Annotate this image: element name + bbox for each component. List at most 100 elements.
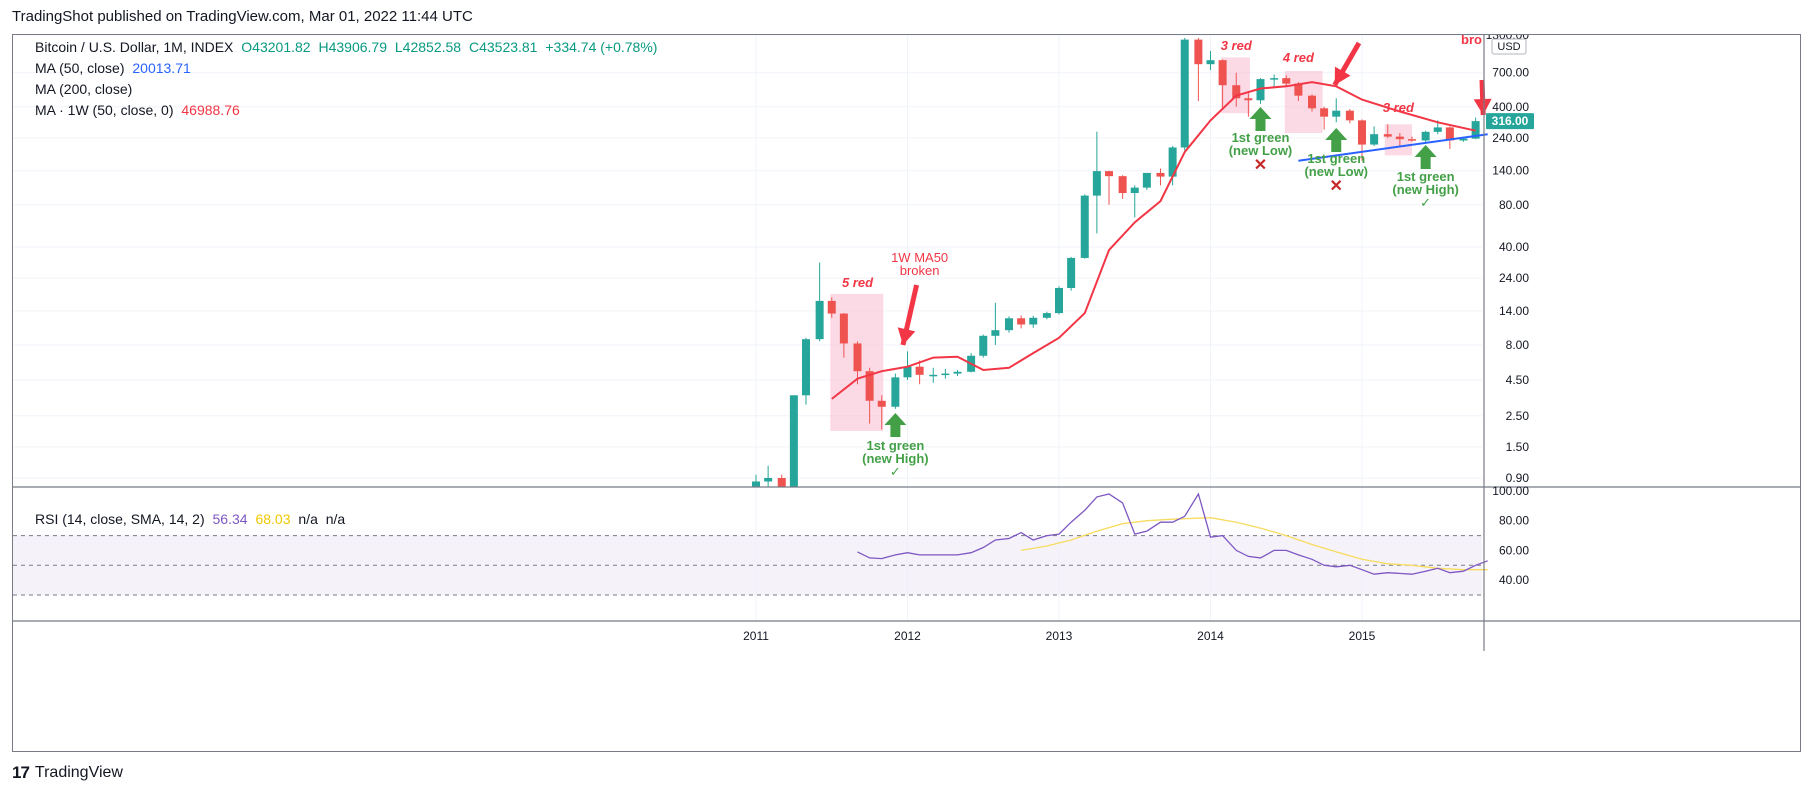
candle-body bbox=[991, 330, 1000, 336]
ma-broken-label-2: broken bbox=[900, 263, 940, 278]
time-tick-label: 2012 bbox=[894, 629, 921, 643]
time-tick-label: 2011 bbox=[743, 629, 769, 643]
first-green-low-b-label-2: (new Low) bbox=[1304, 164, 1368, 179]
legend-ma200-label: MA (200, close) bbox=[35, 81, 133, 97]
candle-up bbox=[1168, 146, 1177, 186]
candle-down bbox=[1118, 175, 1127, 199]
candle-body bbox=[1244, 98, 1253, 101]
candle-body bbox=[1383, 134, 1392, 137]
candle-body bbox=[1459, 138, 1468, 141]
candle-down bbox=[853, 341, 862, 385]
legend-ma50-label: MA (50, close) bbox=[35, 60, 125, 76]
candle-down bbox=[1194, 37, 1203, 101]
candle-body bbox=[1092, 171, 1101, 196]
candle-up bbox=[891, 373, 900, 409]
legend-ma50-value: 20013.71 bbox=[132, 60, 191, 76]
candle-up bbox=[801, 337, 810, 405]
candle-body bbox=[1370, 134, 1379, 145]
price-tick-label: 2.50 bbox=[1506, 409, 1530, 423]
rsi-pane bbox=[13, 492, 1488, 596]
candle-up bbox=[1067, 256, 1076, 291]
candle-up bbox=[752, 474, 760, 487]
legend-rsi-value: 56.34 bbox=[212, 511, 248, 527]
candle-body bbox=[1421, 131, 1430, 141]
price-tick-label: 4.50 bbox=[1506, 373, 1530, 387]
green-arrow-2014a bbox=[1249, 107, 1272, 131]
candle-body bbox=[1294, 83, 1303, 96]
price-tick-label: 400.00 bbox=[1492, 100, 1529, 114]
candle-body bbox=[1042, 313, 1051, 318]
legend-rsi-na2: n/a bbox=[325, 511, 346, 527]
candles bbox=[752, 37, 1480, 487]
four-red-arrow bbox=[1332, 41, 1362, 87]
candle-down bbox=[1345, 109, 1354, 124]
time-tick-label: 2014 bbox=[1197, 629, 1224, 643]
arrow-head bbox=[1334, 66, 1351, 85]
legend-ma1w-label: MA · 1W (50, close, 0) bbox=[35, 102, 174, 118]
candle-up bbox=[929, 367, 938, 383]
candle-up bbox=[1142, 172, 1151, 190]
legend-ma1w: MA · 1W (50, close, 0) 46988.76 bbox=[35, 102, 244, 118]
first-green-high-label-2: (new High) bbox=[862, 451, 928, 466]
candle-up bbox=[1092, 131, 1101, 234]
legend-ohlc: Bitcoin / U.S. Dollar, 1M, INDEX O43201.… bbox=[35, 39, 661, 55]
tradingview-brand: TradingView bbox=[34, 764, 123, 781]
legend-rsi-na1: n/a bbox=[298, 511, 318, 527]
time-tick-label: 2013 bbox=[1046, 629, 1073, 643]
check-mark-2015: ✓ bbox=[1420, 195, 1431, 210]
candle-up bbox=[979, 334, 988, 358]
candle-body bbox=[815, 300, 824, 340]
candle-up bbox=[1029, 315, 1038, 328]
cross-mark-2014a: ✕ bbox=[1254, 157, 1267, 174]
candle-up bbox=[1005, 316, 1014, 333]
candle-up bbox=[1080, 194, 1089, 259]
arrow-head bbox=[897, 327, 916, 345]
arrow-head bbox=[1473, 98, 1492, 115]
last-price-badge bbox=[1486, 113, 1534, 130]
check-mark-2011: ✓ bbox=[890, 464, 901, 479]
candle-down bbox=[1407, 136, 1416, 142]
chart-frame[interactable]: 5 red 1W MA50 broken 1st green (new High) ✓ 3 … bbox=[12, 34, 1801, 752]
candle-body bbox=[1142, 172, 1151, 188]
price-tick-label: 8.00 bbox=[1506, 338, 1530, 352]
candle-body bbox=[789, 395, 798, 487]
candle-body bbox=[1156, 172, 1165, 177]
candle-body bbox=[777, 478, 786, 487]
rsi-tick-label: 80.00 bbox=[1499, 514, 1529, 528]
candle-up bbox=[1055, 286, 1063, 315]
candle-down bbox=[777, 474, 786, 487]
candle-up bbox=[1256, 78, 1265, 104]
publish-line: TradingShot published on TradingView.com… bbox=[12, 8, 473, 25]
candle-body bbox=[1130, 187, 1139, 194]
tradingview-logo[interactable]: 17 TradingView bbox=[12, 763, 123, 783]
candle-body bbox=[929, 374, 938, 377]
candle-body bbox=[1104, 171, 1113, 177]
grid-layer bbox=[13, 35, 1482, 621]
legend-rsi: RSI (14, close, SMA, 14, 2) 56.34 68.03 … bbox=[35, 511, 349, 527]
legend-close: C43523.81 bbox=[468, 39, 538, 55]
candle-up bbox=[1421, 130, 1430, 144]
candle-down bbox=[1395, 132, 1404, 147]
candle-down bbox=[1383, 124, 1392, 138]
candle-body bbox=[801, 339, 810, 396]
candle-down bbox=[1218, 59, 1227, 110]
candle-body bbox=[979, 335, 988, 356]
candle-body bbox=[827, 300, 836, 314]
candle-body bbox=[1358, 120, 1366, 145]
legend-high: H43906.79 bbox=[318, 39, 387, 55]
time-tick-label: 2015 bbox=[1349, 629, 1376, 643]
candle-down bbox=[839, 313, 848, 358]
first-green-high-b-label-1: 1st green bbox=[1397, 169, 1455, 184]
four-red-label: 4 red bbox=[1282, 50, 1315, 65]
candle-body bbox=[915, 366, 924, 375]
three-red-label-b: 3 red bbox=[1383, 100, 1415, 115]
candle-up bbox=[815, 262, 824, 342]
candle-down bbox=[1282, 75, 1291, 87]
candle-body bbox=[877, 400, 886, 407]
candle-body bbox=[1194, 39, 1203, 65]
candle-down bbox=[915, 360, 924, 385]
legend-open: O43201.82 bbox=[241, 39, 311, 55]
green-arrow-2011 bbox=[884, 413, 907, 437]
